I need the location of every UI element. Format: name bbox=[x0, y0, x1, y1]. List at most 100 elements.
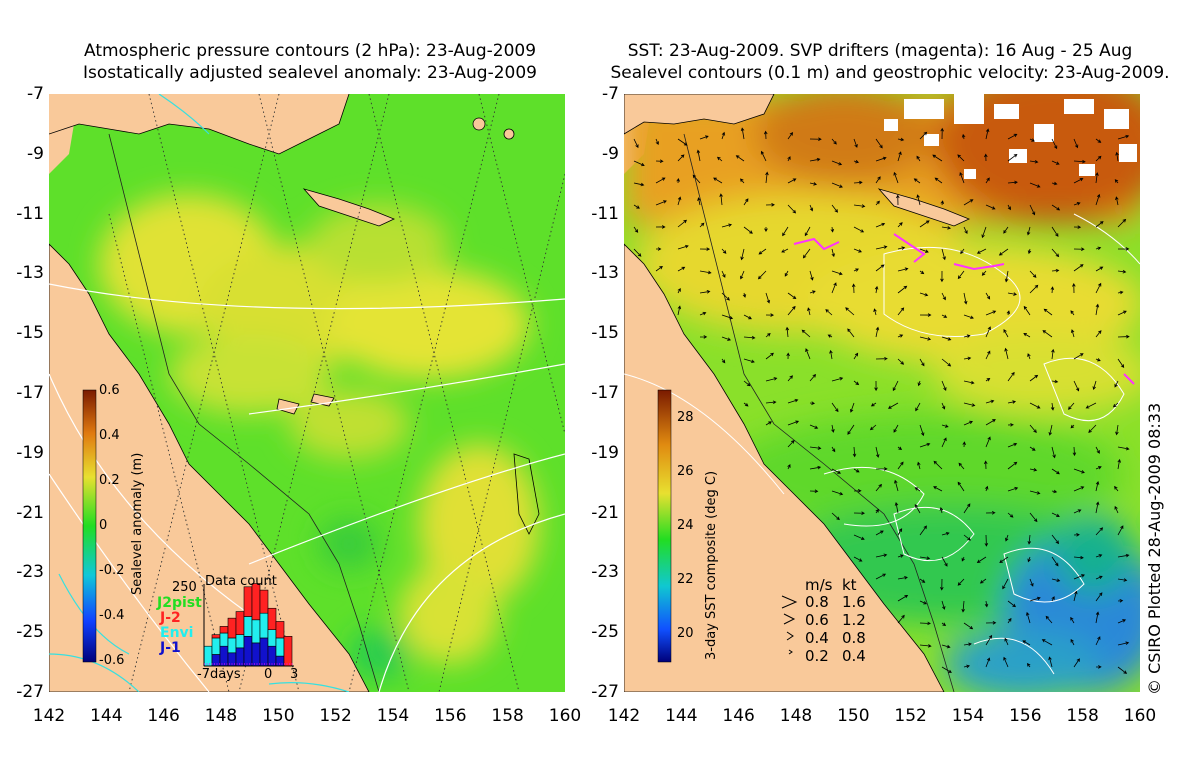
velocity-vector bbox=[787, 156, 791, 162]
velocity-vector bbox=[919, 556, 931, 560]
velocity-vector bbox=[676, 177, 680, 184]
velocity-vector bbox=[765, 203, 775, 207]
lon-tick: 154 bbox=[376, 706, 410, 726]
velocity-vector bbox=[941, 226, 952, 230]
velocity-vector bbox=[721, 223, 733, 228]
velocity-vector bbox=[721, 358, 726, 364]
velocity-vector bbox=[897, 461, 904, 470]
velocity-vector bbox=[985, 377, 991, 382]
velocity-vector bbox=[1095, 501, 1100, 514]
velocity-vector bbox=[696, 149, 701, 162]
sst-map-canvas bbox=[624, 94, 1140, 692]
velocity-vector bbox=[809, 137, 822, 141]
velocity-vector bbox=[719, 193, 723, 206]
velocity-vector bbox=[831, 490, 844, 496]
histogram-bar-j1 bbox=[243, 635, 253, 667]
velocity-vector bbox=[1114, 505, 1119, 514]
velocity-vector bbox=[941, 314, 948, 318]
histogram-bar-envi bbox=[235, 634, 245, 649]
velocity-vector bbox=[1027, 556, 1031, 563]
histogram-bar-envi bbox=[267, 629, 277, 647]
sla-tick-0.2: 0.2 bbox=[99, 473, 120, 488]
velocity-vector bbox=[787, 305, 796, 316]
velocity-vector bbox=[765, 333, 771, 338]
velocity-vector bbox=[1115, 196, 1119, 206]
velocity-vector bbox=[853, 180, 863, 185]
velocity-vector bbox=[887, 402, 899, 409]
velocity-vector bbox=[809, 373, 817, 382]
velocity-vector bbox=[919, 621, 931, 626]
histogram-bar-j1 bbox=[219, 645, 229, 667]
velocity-vector bbox=[1026, 662, 1031, 668]
velocity-vector bbox=[897, 285, 908, 294]
velocity-vector bbox=[1112, 402, 1119, 408]
velocity-vector bbox=[1007, 600, 1016, 608]
velocity-vector bbox=[655, 138, 659, 146]
velocity-vector bbox=[743, 402, 749, 407]
velocity-vector bbox=[893, 171, 899, 184]
velocity-vector bbox=[805, 348, 811, 360]
vel-header-kt: kt bbox=[842, 576, 857, 594]
velocity-vector bbox=[757, 270, 767, 280]
velocity-vector bbox=[1051, 468, 1060, 475]
velocity-vector bbox=[1073, 202, 1081, 206]
lat-tick: -11 bbox=[16, 203, 44, 224]
velocity-vector bbox=[957, 154, 965, 162]
velocity-vector bbox=[1029, 490, 1041, 495]
velocity-vector bbox=[1051, 578, 1061, 583]
velocity-vector bbox=[917, 461, 921, 470]
velocity-vector bbox=[699, 290, 711, 294]
velocity-vector bbox=[897, 614, 905, 624]
velocity-vector bbox=[831, 138, 837, 145]
velocity-vector bbox=[1095, 282, 1102, 294]
velocity-vector bbox=[1117, 666, 1128, 674]
lon-tick: 154 bbox=[951, 706, 985, 726]
velocity-vector bbox=[809, 290, 816, 294]
velocity-vector bbox=[957, 578, 965, 586]
lon-tick: 142 bbox=[32, 706, 66, 726]
histogram-bar-j2 bbox=[235, 611, 245, 635]
velocity-vector bbox=[1003, 656, 1009, 668]
velocity-vector bbox=[1007, 486, 1019, 492]
velocity-vector bbox=[831, 446, 836, 453]
velocity-vector bbox=[699, 222, 705, 228]
velocity-vector bbox=[1051, 138, 1058, 150]
velocity-vector bbox=[781, 248, 789, 253]
velocity-vector bbox=[1095, 466, 1102, 470]
velocity-vector bbox=[963, 402, 976, 407]
velocity-vector bbox=[1073, 658, 1080, 668]
left-title-line1: Atmospheric pressure contours (2 hPa): 2… bbox=[83, 41, 537, 61]
velocity-vector bbox=[853, 268, 859, 272]
velocity-vector bbox=[721, 336, 732, 341]
velocity-vector bbox=[1095, 266, 1104, 272]
velocity-vector bbox=[915, 402, 921, 412]
velocity-vector bbox=[787, 204, 797, 214]
velocity-vector bbox=[1073, 138, 1079, 149]
velocity-vector bbox=[830, 226, 835, 233]
lon-tick: 148 bbox=[779, 706, 813, 726]
velocity-vector bbox=[1117, 599, 1124, 603]
velocity-vector bbox=[919, 270, 925, 275]
velocity-vector bbox=[941, 358, 952, 367]
velocity-vector bbox=[941, 292, 946, 301]
velocity-vector bbox=[765, 421, 772, 426]
velocity-vector bbox=[963, 356, 972, 361]
velocity-vector bbox=[1117, 218, 1127, 228]
velocity-vector bbox=[853, 138, 858, 148]
velocity-vector bbox=[875, 483, 882, 492]
velocity-vector bbox=[961, 133, 966, 140]
velocity-vector bbox=[655, 247, 662, 251]
velocity-vector bbox=[1073, 509, 1082, 514]
velocity-vector bbox=[742, 292, 747, 298]
lat-tick: -27 bbox=[591, 682, 619, 702]
velocity-vector bbox=[963, 642, 972, 647]
velocity-vector bbox=[1002, 578, 1009, 590]
velocity-vector bbox=[984, 534, 989, 547]
velocity-vector bbox=[933, 460, 943, 470]
velocity-vector bbox=[831, 160, 843, 166]
velocity-vector bbox=[1095, 554, 1103, 558]
velocity-vector bbox=[941, 600, 946, 610]
histogram-bar-j2 bbox=[283, 635, 293, 667]
velocity-vector bbox=[1117, 134, 1130, 140]
lon-tick: 144 bbox=[90, 706, 123, 726]
